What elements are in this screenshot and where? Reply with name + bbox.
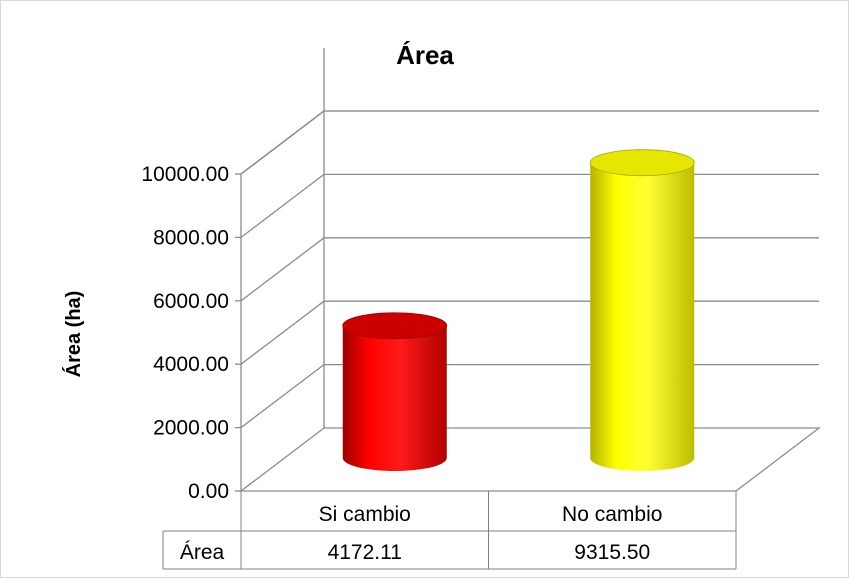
gridline-diagonal (240, 237, 325, 302)
gridline-diagonal (240, 300, 325, 365)
x-tick-label: Si cambio (319, 503, 411, 526)
bars (342, 149, 695, 471)
bar-no-cambio (589, 149, 695, 471)
bar-si-cambio (342, 312, 448, 471)
bar-body (590, 162, 695, 471)
y-tick-label: 8000.00 (153, 226, 229, 249)
bar-top (589, 149, 695, 177)
gridline-diagonal (240, 110, 325, 175)
bar-body (342, 325, 447, 471)
x-tick-label: No cambio (562, 503, 662, 526)
chart-title: Área (396, 40, 454, 70)
y-tick-label: 2000.00 (153, 417, 229, 440)
gridlines (240, 110, 819, 429)
y-tick-label: 10000.00 (141, 163, 229, 186)
bar-top (342, 312, 448, 340)
plot-walls (239, 48, 821, 492)
y-axis: 0.00 2000.00 4000.00 6000.00 8000.00 10000.00 (141, 163, 241, 503)
y-tick-label: 6000.00 (153, 290, 229, 313)
gridline-diagonal (240, 173, 325, 238)
data-value-label: 4172.11 (328, 541, 402, 564)
data-table: Si cambio 4172.11 No cambio 9315.50 Área (162, 491, 737, 570)
data-value-label: 9315.50 (574, 541, 650, 564)
y-tick-label: 0.00 (188, 480, 229, 503)
floor (239, 427, 821, 492)
series-name-label: Área (180, 541, 225, 564)
y-tick-label: 4000.00 (153, 353, 229, 376)
gridline-diagonal (240, 364, 325, 429)
y-axis-label: Área (ha) (62, 291, 85, 378)
